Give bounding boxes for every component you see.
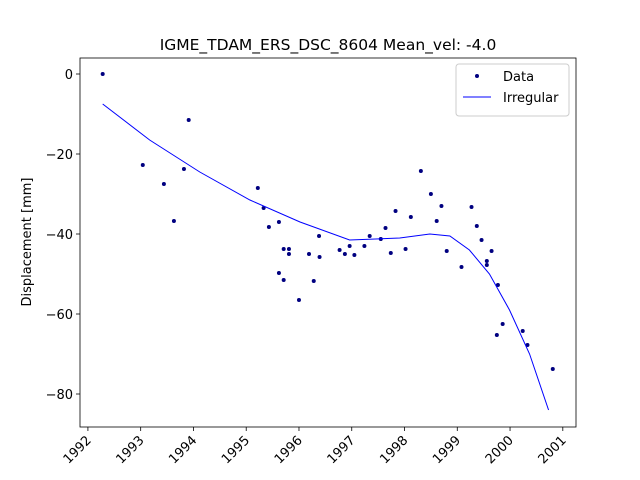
data-point [337, 248, 342, 252]
data-point [281, 278, 286, 282]
data-point [479, 238, 484, 242]
data-point [408, 215, 413, 219]
fit-line [102, 103, 550, 411]
data-point [367, 234, 372, 238]
data-point [266, 225, 271, 229]
data-point [418, 169, 423, 173]
data-point [484, 263, 489, 267]
y-axis-label: Displacement [mm] [20, 178, 35, 307]
plot-frame [79, 57, 577, 428]
data-point [520, 329, 525, 333]
y-tick-label: −80 [46, 388, 73, 403]
data-point [495, 283, 500, 287]
data-point [550, 367, 555, 371]
data-point [383, 226, 388, 230]
data-point [469, 205, 474, 209]
data-point [393, 209, 398, 213]
legend-label: Data [503, 70, 534, 85]
y-tick-label: −40 [46, 228, 73, 243]
data-point [317, 255, 322, 259]
data-point [388, 251, 393, 255]
data-point [181, 167, 186, 171]
y-tick-label: 0 [65, 68, 73, 83]
data-point [484, 259, 489, 263]
data-point [255, 186, 260, 190]
data-point [311, 279, 316, 283]
data-point [474, 224, 479, 228]
legend-label: Irregular [503, 91, 559, 106]
data-point [286, 252, 291, 256]
data-point [500, 322, 505, 326]
data-point [317, 234, 322, 238]
data-point [186, 118, 191, 122]
data-point [403, 247, 408, 251]
y-tick-label: −20 [46, 148, 73, 163]
data-point [444, 249, 449, 253]
legend-box [455, 63, 570, 117]
data-point [494, 333, 499, 337]
data-point [100, 72, 105, 76]
data-point [307, 252, 312, 256]
data-point [296, 298, 301, 302]
data-point [347, 244, 352, 248]
y-tick-label: −60 [46, 308, 73, 323]
data-point [352, 253, 357, 257]
data-point [362, 244, 367, 248]
chart-title: IGME_TDAM_ERS_DSC_8604 Mean_vel: -4.0 [160, 36, 497, 55]
data-point [276, 271, 281, 275]
legend-marker [475, 74, 479, 78]
data-point [161, 182, 166, 186]
data-point [140, 163, 145, 167]
data-point [171, 219, 176, 223]
data-point [439, 204, 444, 208]
data-point [281, 247, 286, 251]
data-point [434, 219, 439, 223]
data-point [342, 252, 347, 256]
data-point [276, 220, 281, 224]
data-point [286, 247, 291, 251]
data-point [489, 249, 494, 253]
data-point [459, 265, 464, 269]
data-point [428, 192, 433, 196]
